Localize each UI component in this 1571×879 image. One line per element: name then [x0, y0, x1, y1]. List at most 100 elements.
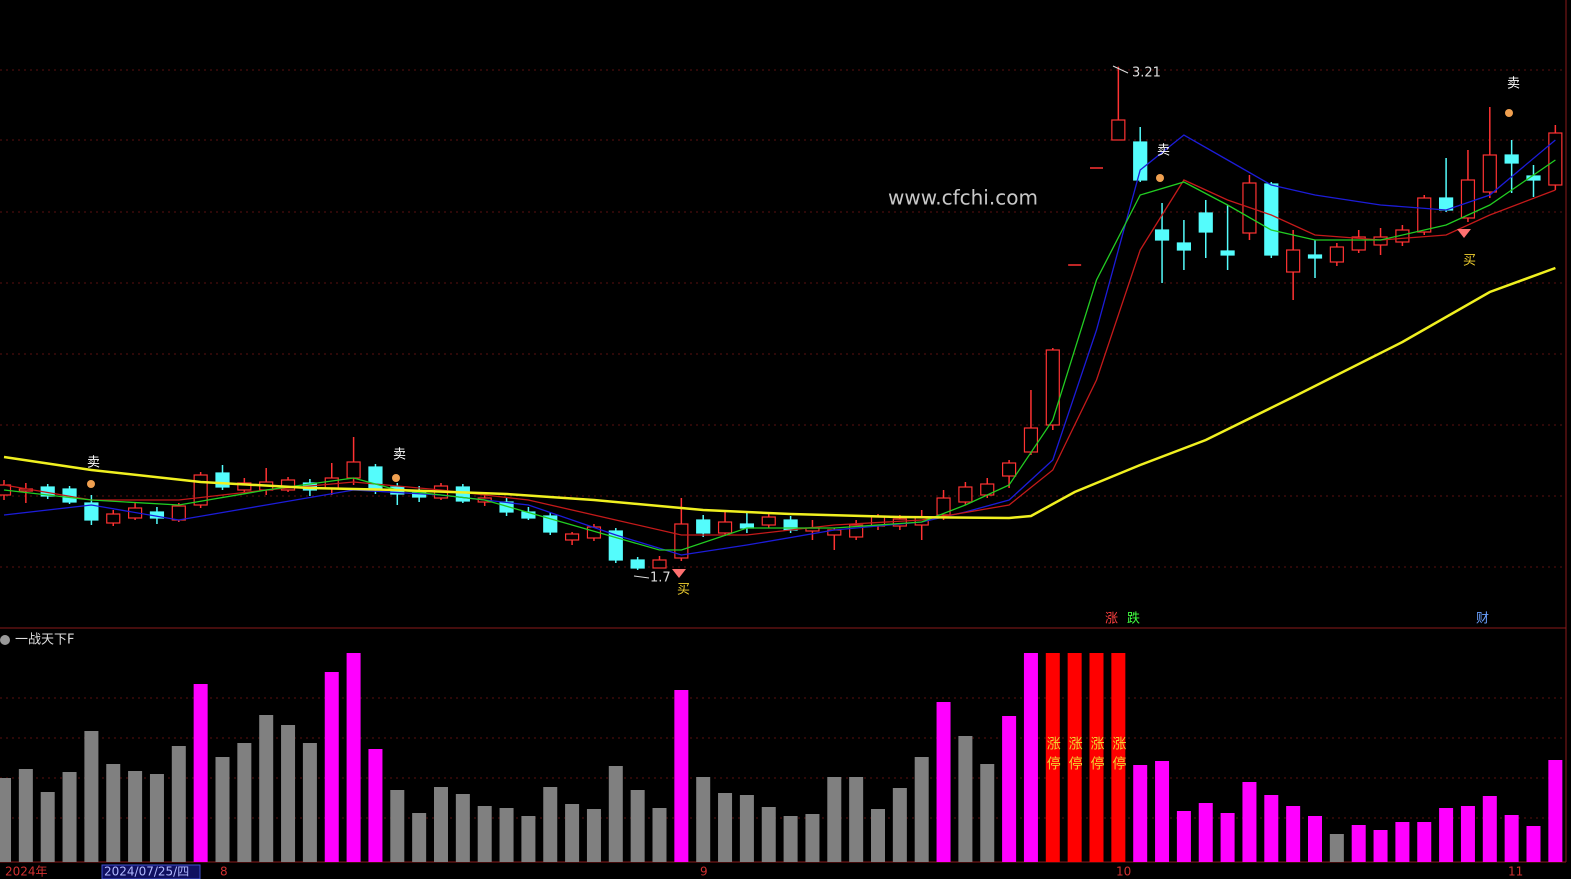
- candle-body: [215, 472, 230, 488]
- pane-title: 一战天下F: [15, 633, 74, 648]
- candle-body: [1504, 154, 1519, 164]
- signal-icon: [1457, 229, 1471, 238]
- volume-bar: [761, 807, 776, 862]
- volume-bar: [608, 766, 623, 862]
- candle-body: [630, 559, 645, 569]
- marker-finance: 财: [1476, 612, 1489, 627]
- volume-bar: [1439, 808, 1454, 862]
- volume-bar: [1482, 796, 1497, 862]
- volume-bar: [0, 778, 11, 862]
- limit-up-label: 涨停: [1067, 736, 1083, 776]
- volume-bar: [215, 757, 230, 862]
- candle-body: [280, 479, 296, 491]
- volume-bar: [1526, 826, 1541, 862]
- indicator-pane: 涨停 涨停 涨停 涨停: [0, 653, 1563, 862]
- volume-bar: [1373, 830, 1388, 862]
- volume-bar: [1133, 765, 1148, 862]
- volume-bar: [149, 774, 164, 862]
- volume-bar: [783, 816, 798, 862]
- moving-average: [3, 179, 1556, 536]
- volume-bar: [1264, 795, 1279, 862]
- candle-body: [958, 486, 973, 503]
- candle-body: [564, 533, 580, 541]
- signal-icon: [1156, 174, 1164, 182]
- limit-up-label: 涨停: [1089, 736, 1105, 776]
- volume-bar: [455, 794, 470, 862]
- candle-body: [1220, 250, 1235, 256]
- volume-bar: [1176, 811, 1191, 862]
- volume-bar: [958, 736, 973, 862]
- volume-bar: [565, 804, 580, 862]
- volume-bar: [1002, 716, 1017, 862]
- volume-bar: [718, 793, 733, 862]
- moving-average: [3, 266, 1556, 520]
- candle-body: [1286, 249, 1301, 273]
- volume-bar: [346, 653, 361, 862]
- candle-body: [346, 461, 361, 479]
- candle-body: [237, 482, 252, 491]
- pane-icon[interactable]: [0, 635, 10, 645]
- volume-bar: [1220, 813, 1235, 862]
- volume-bar: [1198, 803, 1213, 862]
- annotation-arrow: [633, 575, 650, 579]
- volume-bar: [1548, 760, 1563, 862]
- annotation-arrow: [1112, 65, 1129, 74]
- marker-down: 跌: [1127, 611, 1140, 627]
- volume-bar: [1089, 653, 1104, 862]
- volume-bar: [739, 795, 754, 862]
- volume-bar: [1067, 653, 1082, 862]
- candle-body: [1133, 141, 1148, 181]
- limit-up-label: 涨停: [1110, 736, 1126, 776]
- candle-body: [1460, 179, 1476, 219]
- candle-body: [1373, 236, 1388, 246]
- volume-bar: [936, 702, 951, 862]
- volume-bar: [368, 749, 383, 862]
- volume-bar: [892, 788, 907, 862]
- volume-bar: [586, 809, 601, 862]
- volume-bar: [827, 777, 842, 862]
- sell-signal: 卖: [1507, 77, 1520, 92]
- volume-bar: [281, 725, 296, 862]
- month-label: 11: [1508, 865, 1523, 879]
- candle-body: [1264, 183, 1279, 256]
- month-label: 10: [1116, 865, 1131, 879]
- candle-body: [1417, 197, 1432, 233]
- volume-bar: [871, 809, 885, 862]
- month-label: 8: [220, 865, 228, 879]
- candle-body: [1482, 154, 1497, 193]
- volume-bar: [805, 814, 820, 862]
- volume-bar: [674, 690, 689, 862]
- candle-body: [84, 502, 99, 521]
- candle-body: [1111, 119, 1126, 141]
- candle-body: [761, 516, 776, 526]
- volume-bar: [630, 790, 645, 862]
- volume-bar: [1023, 653, 1038, 862]
- candle-body: [1023, 427, 1039, 453]
- volume-bar: [1111, 653, 1126, 862]
- signal-icon: [1505, 109, 1513, 117]
- volume-bar: [1460, 806, 1475, 862]
- volume-bar: [84, 731, 99, 862]
- volume-bar: [499, 808, 514, 862]
- volume-bar: [1155, 761, 1170, 862]
- buy-signal: 买: [677, 583, 690, 598]
- buy-signals: 买 买: [672, 229, 1476, 598]
- watermark: www.cfchi.com: [888, 186, 1038, 210]
- volume-bar: [412, 813, 427, 862]
- candle-body: [1526, 175, 1541, 181]
- candle-body: [696, 519, 711, 534]
- signal-icon: [672, 569, 686, 578]
- volume-bar: [18, 769, 33, 862]
- limit-up-label: 涨停: [1045, 736, 1061, 776]
- candle-body: [1045, 349, 1060, 426]
- candle-body: [171, 505, 186, 521]
- volume-bar: [1286, 806, 1301, 862]
- volume-bar: [521, 816, 536, 862]
- low-label: 1.7: [650, 571, 671, 586]
- cursor-date-box: [101, 864, 201, 879]
- sell-signals: 卖 卖 卖 卖: [87, 77, 1520, 488]
- candle-body: [455, 486, 470, 502]
- candle-body: [717, 521, 733, 534]
- volume-bar: [1308, 816, 1322, 862]
